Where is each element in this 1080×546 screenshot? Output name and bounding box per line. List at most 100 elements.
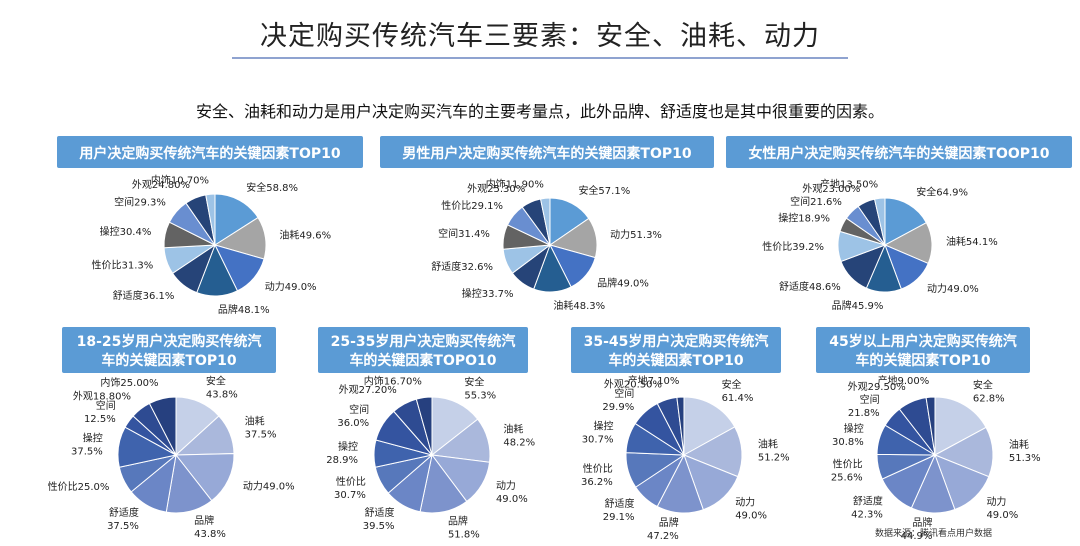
slice-label: 安全 55.3% xyxy=(464,375,496,401)
chart-title: 18-25岁用户决定购买传统汽 xyxy=(77,333,262,350)
pie-slice-动力 xyxy=(174,453,235,502)
slice-label: 油耗48.3% xyxy=(553,299,605,312)
chart-title: 男性用户决定购买传统汽车的关键因素TOP10 xyxy=(402,145,691,162)
slice-label: 品牌 43.8% xyxy=(194,514,226,540)
pie-slice-安全 xyxy=(934,396,987,456)
page-title: 决定购买传统汽车三要素：安全、油耗、动力 xyxy=(260,21,820,52)
pie-chart-2: 男性用户决定购买传统汽车的关键因素TOP10 安全57.1% 动力51.3% 品牌49… xyxy=(380,136,714,312)
slice-label: 动力49.0% xyxy=(265,280,317,293)
slice-label: 操控30.4% xyxy=(100,225,152,238)
pie-slice-安全 xyxy=(431,396,479,457)
slice-label: 性价比39.2% xyxy=(762,240,824,253)
slice-label: 动力49.0% xyxy=(927,282,979,295)
pie-slice-安全 xyxy=(884,197,928,246)
slice-label: 油耗 48.2% xyxy=(503,422,535,448)
slice-label: 安全57.1% xyxy=(578,184,630,197)
slice-label: 油耗 51.2% xyxy=(758,437,790,463)
slice-label: 性价比 25.6% xyxy=(831,457,863,483)
slice-label: 操控 37.5% xyxy=(71,431,103,457)
chart-title: 女性用户决定购买传统汽车的关键因素TOOP10 xyxy=(748,145,1049,162)
slice-label: 安全64.9% xyxy=(916,186,968,199)
slice-label: 油耗 37.5% xyxy=(245,414,277,440)
chart-title: 用户决定购买传统汽车的关键因素TOP10 xyxy=(79,145,340,162)
chart-header-box xyxy=(816,327,1030,373)
slice-label: 产地7.10% xyxy=(628,374,680,387)
pie-slice-内饰 xyxy=(415,396,433,456)
chart-header-box xyxy=(318,327,528,373)
slice-label: 空间 36.0% xyxy=(337,403,369,429)
slice-label: 操控 30.7% xyxy=(582,420,614,446)
data-source-note: 数据来源：腾讯看点用户数据 xyxy=(875,529,993,539)
chart-header-box xyxy=(571,327,781,373)
slice-label: 外观23.00% xyxy=(802,183,860,195)
slice-label: 舒适度 39.5% xyxy=(363,506,395,532)
chart-title: 车的关键因素TOPO10 xyxy=(349,352,496,369)
slice-label: 操控18.9% xyxy=(778,211,830,224)
slice-label: 内饰11.90% xyxy=(486,177,544,190)
pie-slice-油耗 xyxy=(933,426,994,478)
chart-title: 35-45岁用户决定购买传统汽 xyxy=(584,333,769,350)
slice-label: 外观25.30% xyxy=(467,183,525,195)
slice-label: 外观24.80% xyxy=(132,179,190,191)
slice-label: 空间21.6% xyxy=(790,195,842,208)
slice-label: 舒适度48.6% xyxy=(779,280,841,293)
slice-label: 品牌45.9% xyxy=(832,299,884,312)
slice-label: 动力49.0% xyxy=(243,480,295,493)
chart-title: 45岁以上用户决定购买传统汽 xyxy=(829,333,1016,350)
slice-label: 空间 21.8% xyxy=(848,393,880,419)
slice-label: 操控33.7% xyxy=(462,287,514,300)
chart-title: 车的关键因素TOP10 xyxy=(855,352,990,369)
slice-label: 外观18.80% xyxy=(73,390,131,402)
pie-chart-3: 女性用户决定购买传统汽车的关键因素TOOP10 安全64.9% 油耗54.1% 动力4… xyxy=(726,136,1072,312)
slice-label: 舒适度36.1% xyxy=(113,289,175,302)
slice-label: 舒适度 42.3% xyxy=(851,495,883,521)
chart-header-box xyxy=(380,136,714,168)
slice-label: 品牌 51.8% xyxy=(448,514,480,540)
pie-slice-产地 xyxy=(873,197,886,246)
pie-slice-内饰 xyxy=(205,193,216,246)
slice-label: 品牌 44.9% xyxy=(901,516,933,542)
slice-label: 安全58.8% xyxy=(246,181,298,194)
slice-label: 品牌49.0% xyxy=(597,277,649,290)
slice-label: 安全 61.4% xyxy=(722,378,754,404)
slice-label: 舒适度 37.5% xyxy=(107,506,139,532)
pie-slice-油耗 xyxy=(682,426,743,478)
chart-header-box xyxy=(726,136,1072,168)
slice-label: 操控 30.8% xyxy=(832,422,864,448)
slice-label: 产地9.00% xyxy=(878,374,930,387)
slice-label: 性价比29.1% xyxy=(441,199,503,212)
chart-header-box xyxy=(62,327,276,373)
slice-label: 空间 29.9% xyxy=(602,387,634,413)
slice-label: 外观20.50% xyxy=(604,378,662,390)
slice-label: 外观29.50% xyxy=(848,381,906,393)
pie-slice-产地 xyxy=(676,396,685,456)
slice-label: 内饰25.00% xyxy=(100,376,158,389)
pie-slice-内饰 xyxy=(148,396,177,456)
pie-slice-内饰 xyxy=(539,197,551,246)
slice-label: 动力51.3% xyxy=(610,228,662,241)
slice-label: 舒适度 29.1% xyxy=(603,497,635,523)
slice-label: 空间29.3% xyxy=(114,195,166,208)
chart-title: 车的关键因素TOP10 xyxy=(608,352,743,369)
slice-label: 外观27.20% xyxy=(339,384,397,396)
chart-title: 车的关键因素TOP10 xyxy=(101,352,236,369)
slice-label: 产地13.50% xyxy=(820,177,878,190)
page-subtitle: 安全、油耗和动力是用户决定购买汽车的主要考量点，此外品牌、舒适度也是其中很重要的… xyxy=(195,102,884,121)
slice-label: 空间31.4% xyxy=(438,227,490,240)
slice-label: 品牌 47.2% xyxy=(647,516,679,542)
chart-title: 25-35岁用户决定购买传统汽 xyxy=(331,333,516,350)
slice-label: 内饰10.70% xyxy=(151,173,209,186)
slice-label: 安全 62.8% xyxy=(973,378,1005,404)
slice-label: 安全 43.8% xyxy=(206,374,238,400)
slice-label: 油耗 51.3% xyxy=(1009,438,1041,464)
slice-label: 油耗49.6% xyxy=(279,229,331,242)
slice-label: 性价比25.0% xyxy=(48,480,110,493)
slice-label: 内饰16.70% xyxy=(364,375,422,388)
